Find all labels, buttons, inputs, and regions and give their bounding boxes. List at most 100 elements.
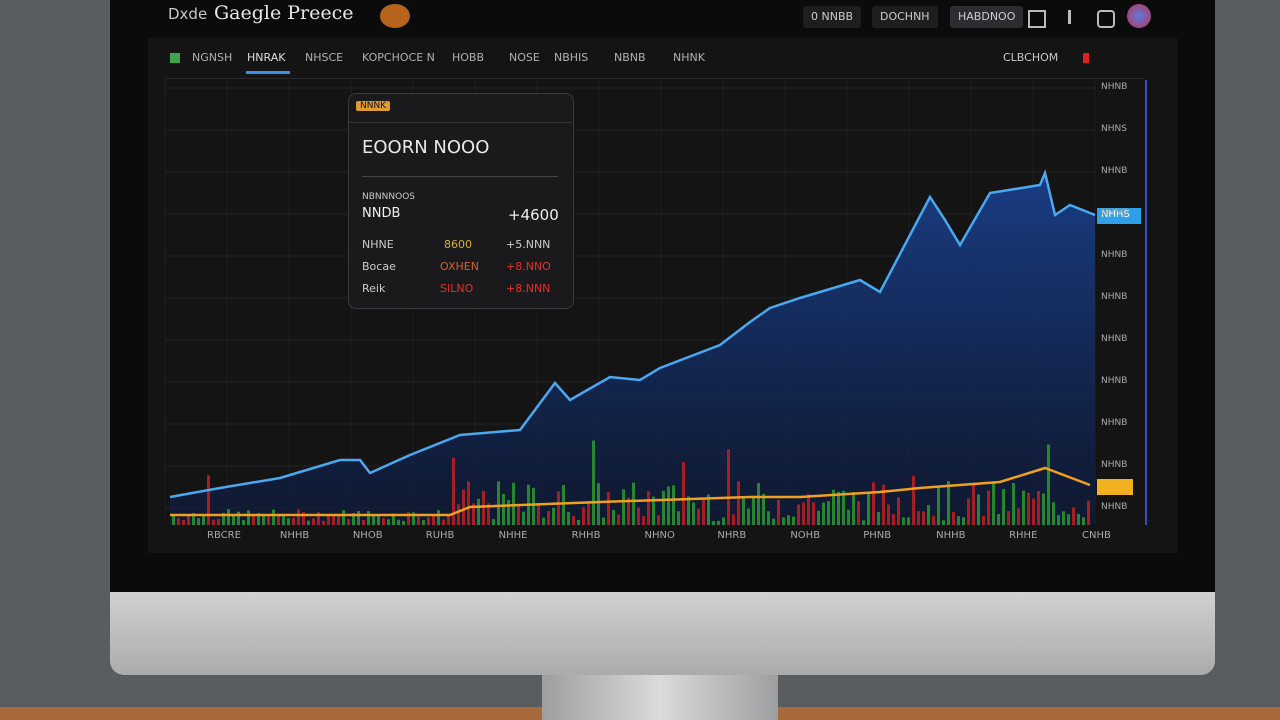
- volume-bar: [192, 513, 195, 525]
- volume-bar: [707, 494, 710, 525]
- nav-tab[interactable]: HOBB: [452, 51, 485, 64]
- volume-bar: [782, 517, 785, 525]
- volume-bar: [977, 494, 980, 525]
- avatar[interactable]: [1127, 4, 1151, 28]
- nav-tab[interactable]: HNRAK: [247, 51, 286, 64]
- icon[interactable]: [1097, 10, 1115, 28]
- volume-bar: [882, 484, 885, 525]
- volume-bar: [397, 519, 400, 525]
- volume-bar: [862, 520, 865, 525]
- volume-bar: [1002, 489, 1005, 525]
- volume-bar: [902, 517, 905, 525]
- nav-tab[interactable]: NBHIS: [554, 51, 589, 64]
- nav-tab[interactable]: NGNSH: [192, 51, 233, 64]
- volume-bar: [577, 519, 580, 525]
- y-axis-label: NHNB: [1101, 250, 1128, 260]
- volume-bar: [667, 486, 670, 525]
- y-axis-label: NHNO: [1101, 208, 1129, 218]
- volume-bar: [477, 498, 480, 525]
- volume-bar: [972, 483, 975, 525]
- volume-bar: [302, 512, 305, 525]
- tooltip-row-change: +5.NNN: [506, 238, 551, 251]
- header-button[interactable]: DOCHNH: [872, 6, 938, 28]
- indicator: [1083, 53, 1089, 63]
- tooltip-row-change: +8.NNO: [506, 260, 551, 273]
- volume-bar: [572, 515, 575, 525]
- tooltip-row-value: SILNO: [440, 282, 474, 295]
- x-axis-label: RHHE: [1009, 530, 1038, 541]
- y-axis-label: NHNB: [1101, 334, 1128, 344]
- volume-bar: [642, 516, 645, 525]
- volume-bar: [317, 512, 320, 525]
- icon[interactable]: [1028, 10, 1046, 28]
- volume-bar: [807, 494, 810, 525]
- volume-bar: [597, 483, 600, 525]
- volume-bar: [547, 510, 550, 525]
- nav-tab[interactable]: KOPCHOCE N: [362, 51, 435, 64]
- volume-bar: [832, 489, 835, 525]
- nav-right-label[interactable]: CLBCHOM: [1003, 51, 1059, 64]
- volume-bar: [887, 504, 890, 525]
- y-axis-label: NHNB: [1101, 292, 1128, 302]
- icon[interactable]: [1068, 10, 1083, 24]
- volume-bar: [382, 518, 385, 525]
- volume-bar: [717, 520, 720, 525]
- volume-bar: [537, 504, 540, 525]
- volume-bar: [1027, 492, 1030, 525]
- volume-bar: [702, 498, 705, 525]
- volume-bar: [772, 518, 775, 525]
- volume-bar: [687, 496, 690, 525]
- nav-tab[interactable]: NHSCE: [305, 51, 344, 64]
- volume-bar: [1052, 502, 1055, 525]
- volume-bar: [372, 515, 375, 525]
- volume-bar: [897, 497, 900, 525]
- volume-bar: [672, 485, 675, 525]
- y-axis-label: NHNS: [1101, 124, 1127, 134]
- volume-bar: [797, 504, 800, 525]
- price-tag-label: NHHS: [1101, 209, 1130, 220]
- volume-bar: [487, 503, 490, 525]
- volume-bar: [557, 491, 560, 525]
- active-tab-underline: [246, 71, 290, 74]
- x-axis-label: NHHE: [498, 530, 528, 541]
- volume-bar: [287, 518, 290, 525]
- volume-bar: [582, 507, 585, 525]
- header-button[interactable]: HABDNOO: [950, 6, 1024, 28]
- volume-bar: [437, 510, 440, 525]
- volume-bar: [857, 501, 860, 525]
- volume-bar: [337, 515, 340, 525]
- tooltip-main-value: +4600: [508, 206, 559, 224]
- volume-bar: [952, 511, 955, 525]
- nav-tab[interactable]: NHNK: [673, 51, 705, 64]
- volume-bar: [777, 499, 780, 525]
- header-button[interactable]: 0 NNBB: [803, 6, 862, 28]
- volume-bar: [1007, 511, 1010, 525]
- volume-bar: [207, 475, 210, 525]
- volume-bar: [457, 504, 460, 525]
- nav-tab[interactable]: NBNB: [614, 51, 646, 64]
- nav-tab[interactable]: NOSE: [509, 51, 540, 64]
- divider: [165, 78, 1145, 79]
- volume-bar: [937, 486, 940, 525]
- tooltip-badge: NNNK: [356, 101, 391, 111]
- volume-bar: [992, 482, 995, 525]
- volume-bar: [617, 514, 620, 525]
- volume-bar: [602, 517, 605, 525]
- price-tag: [1097, 208, 1141, 224]
- volume-bar: [237, 511, 240, 525]
- tooltip-row-name: Reik: [362, 282, 386, 295]
- volume-bar: [907, 517, 910, 525]
- volume-bar: [432, 515, 435, 525]
- volume-bar: [282, 515, 285, 525]
- volume-bar: [182, 520, 185, 525]
- volume-bar: [927, 505, 930, 525]
- volume-bar: [502, 493, 505, 525]
- volume-bar: [347, 519, 350, 525]
- volume-bar: [1077, 513, 1080, 525]
- volume-bar: [402, 520, 405, 525]
- volume-bar: [492, 518, 495, 525]
- volume-bar: [837, 491, 840, 525]
- volume-bar: [892, 514, 895, 525]
